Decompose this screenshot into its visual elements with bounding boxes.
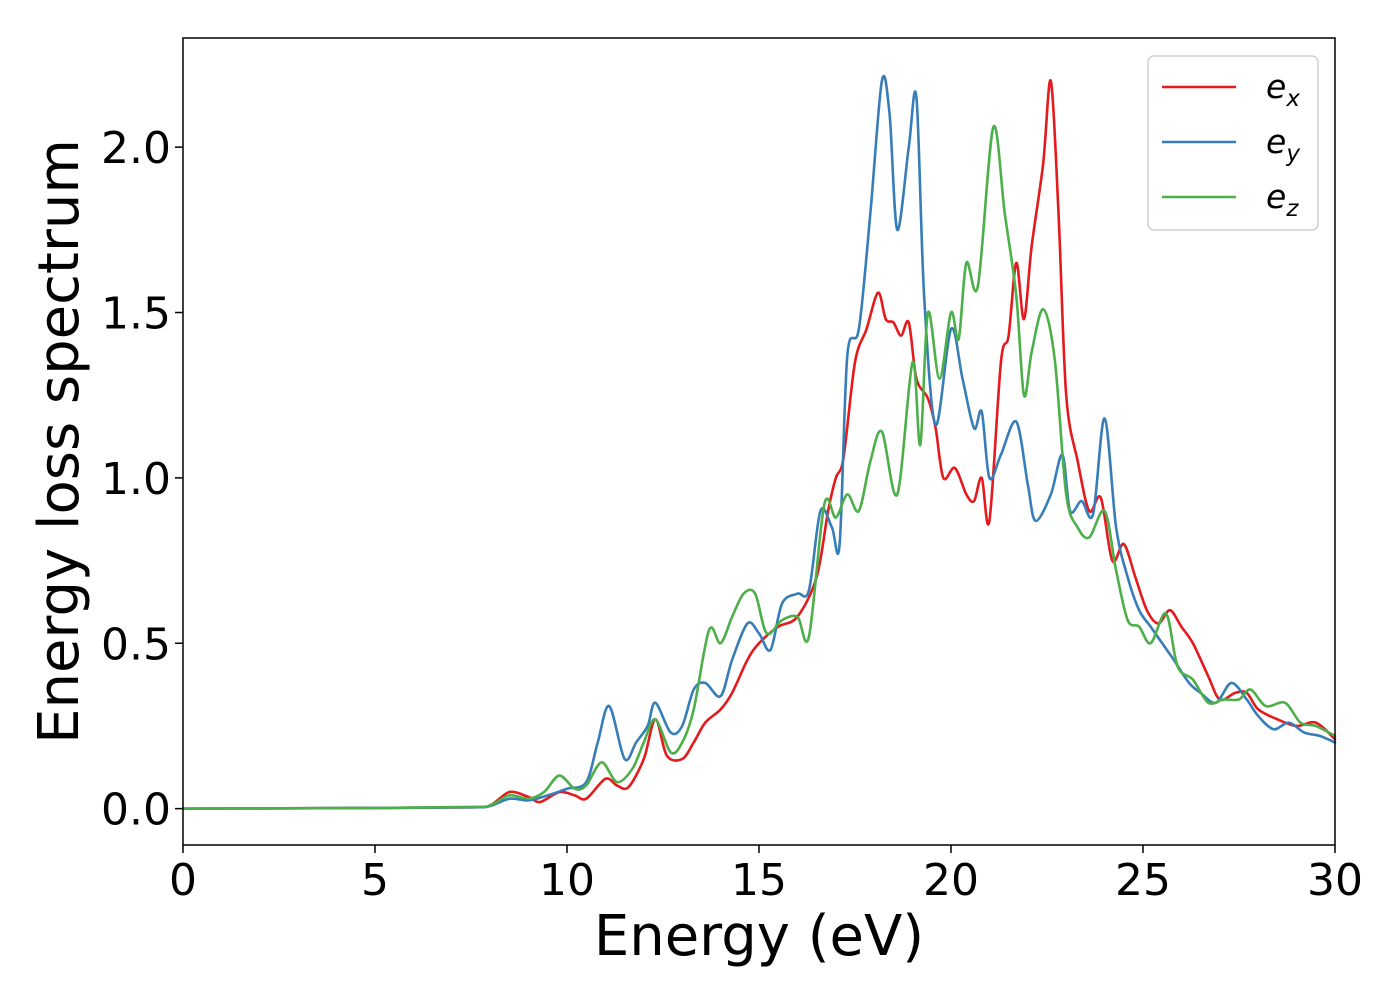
x-tick-label: 25	[1115, 855, 1171, 906]
legend-label-ez: ez	[1266, 177, 1299, 222]
y-axis: 0.0 0.5 1.0 1.5 2.0	[101, 123, 183, 836]
y-tick-label: 2.0	[101, 123, 171, 174]
series-layer	[181, 74, 1337, 810]
legend: ex ey ez	[1147, 55, 1319, 231]
x-tick-label: 30	[1307, 855, 1363, 906]
series-line-ez	[181, 124, 1337, 810]
y-tick-label: 1.0	[101, 454, 171, 505]
legend-label-ey: ey	[1266, 122, 1300, 167]
y-tick-label: 0.5	[101, 619, 171, 670]
x-axis-title: Energy (eV)	[594, 904, 924, 969]
y-axis-title: Energy loss spectrum	[27, 139, 92, 744]
x-tick-label: 20	[923, 855, 979, 906]
x-tick-label: 10	[539, 855, 595, 906]
series-line-ex	[181, 79, 1337, 810]
x-tick-label: 0	[169, 855, 197, 906]
y-tick-label: 1.5	[101, 289, 171, 340]
x-tick-label: 5	[361, 855, 389, 906]
x-axis: 0 5 10 15 20 25 30	[169, 845, 1363, 906]
y-tick-label: 0.0	[101, 785, 171, 836]
series-line-ey	[181, 74, 1337, 810]
x-tick-label: 15	[731, 855, 787, 906]
legend-label-ex: ex	[1266, 67, 1300, 112]
